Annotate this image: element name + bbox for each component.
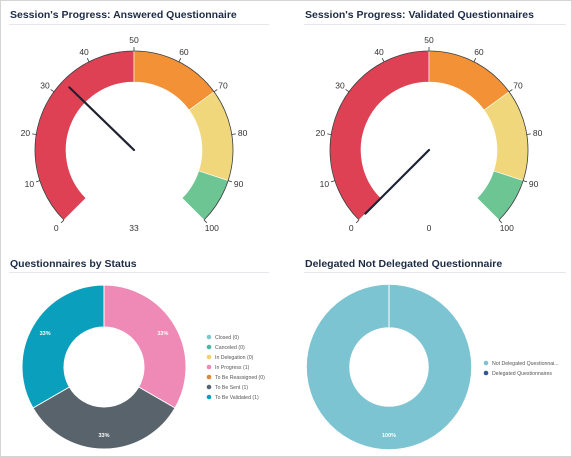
panel-divider [304,272,566,273]
gauge-tick-mark [60,219,65,224]
gauge-needle [364,148,431,215]
legend-swatch [206,344,212,350]
legend-swatch [206,384,212,390]
gauge-tick-label: 0 [349,223,354,233]
gauge-outline [34,50,234,221]
legend-swatch [206,374,212,380]
legend-swatch [206,334,212,340]
gauge-tick-mark [178,58,182,62]
gauge-band-2 [483,91,529,181]
gauge-tick-mark [327,133,332,135]
gauge-tick-label: 70 [218,80,228,90]
pie-title-delegated: Delegated Not Delegated Questionnaire [305,258,503,270]
legend-label: To Be Reassigned (0) [215,375,265,381]
gauge-needle [68,86,136,152]
gauge-tick-label: 60 [474,47,484,57]
gauge-tick-label: 100 [205,223,219,233]
gauge-tick-label: 30 [40,80,50,90]
gauge-title-answered: Session's Progress: Answered Questionnai… [10,9,237,21]
legend-swatch [206,354,212,360]
gauge-tick-label: 10 [25,179,35,189]
gauge-tick-mark [203,219,208,224]
pie-data-label: 33% [157,331,168,337]
pie-data-label: 100% [382,433,396,439]
gauge-tick-mark [473,58,477,62]
gauge-tick-mark [526,133,531,135]
gauge-band-0 [329,50,430,221]
legend-label: Closed (0) [215,335,239,341]
legend-label: To Be Validated (1) [215,395,259,401]
pie-title-status: Questionnaires by Status [10,258,137,270]
gauge-tick-mark [35,180,40,183]
legend-label: To Be Sent (1) [215,385,248,391]
legend-swatch [483,370,489,376]
pie-slice-0 [306,284,472,450]
gauge-tick-label: 20 [316,128,326,138]
pie-slice-6 [21,284,105,409]
gauge-tick-label: 70 [513,80,523,90]
pie-data-label: 33% [40,331,51,337]
gauge-tick-mark [345,89,350,93]
gauge-tick-label: 10 [320,179,330,189]
pie-data-label: 33% [98,433,109,439]
gauge-tick-label: 50 [424,35,434,45]
panel-divider [9,272,269,273]
gauge-tick-mark [86,58,90,62]
gauge-tick-label: 80 [238,128,248,138]
legend-swatch [483,360,489,366]
gauge-tick-mark [523,180,528,183]
gauge-tick-label: 40 [374,47,384,57]
legend-swatch [206,364,212,370]
gauge-band-3 [181,170,229,221]
gauge-tick-mark [381,58,385,62]
gauge-tick-label: 20 [21,128,31,138]
gauge-value: 0 [427,223,432,233]
pie-slice-5 [32,386,176,450]
gauge-outline [329,50,529,221]
gauge-tick-label: 100 [500,223,514,233]
gauge-band-3 [476,170,524,221]
gauge-tick-mark [231,133,236,135]
gauge-tick-label: 60 [179,47,189,57]
gauge-tick-mark [50,89,55,93]
gauge-tick-label: 50 [129,35,139,45]
gauge-band-2 [188,91,234,181]
gauge-tick-mark [228,180,233,183]
gauge-tick-mark [32,133,37,135]
gauge-value: 33 [129,223,139,233]
panel-divider [304,24,566,25]
gauge-tick-mark [498,219,503,224]
panel-divider [9,24,269,25]
legend-label: Delegated Questionnaires [492,371,552,377]
pie-slice-3 [103,284,187,409]
legend-label: In Delegation (0) [215,355,254,361]
gauge-tick-label: 40 [79,47,89,57]
gauge-title-validated: Session's Progress: Validated Questionna… [305,9,534,21]
gauge-tick-label: 80 [533,128,543,138]
gauge-tick-mark [213,89,218,93]
gauge-tick-mark [508,89,513,93]
gauge-tick-label: 30 [335,80,345,90]
legend-label: In Progress (1) [215,365,250,371]
gauge-tick-label: 0 [54,223,59,233]
gauge-tick-label: 90 [234,179,244,189]
gauge-tick-label: 90 [529,179,539,189]
legend-label: Not Delegated Questionnai... [492,361,559,367]
gauge-tick-mark [330,180,335,183]
gauge-tick-mark [355,219,360,224]
legend-swatch [206,394,212,400]
legend-label: Canceled (0) [215,345,245,351]
